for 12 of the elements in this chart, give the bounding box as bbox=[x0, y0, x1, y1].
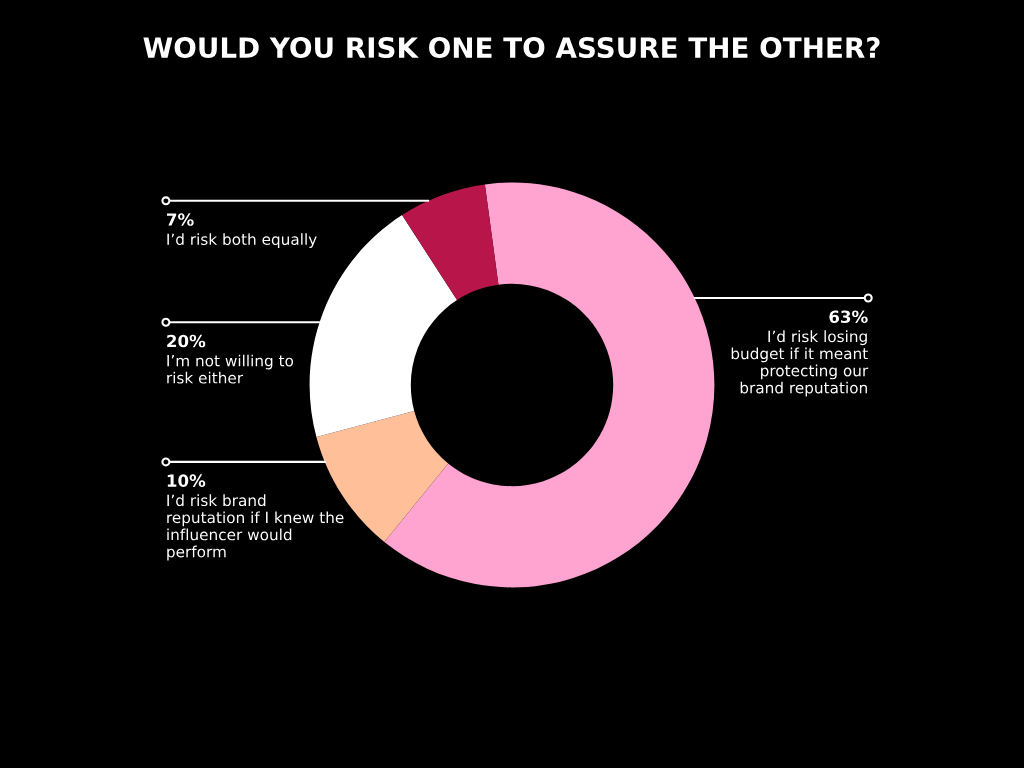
chart-title: WOULD YOU RISK ONE TO ASSURE THE OTHER? bbox=[143, 37, 880, 59]
slice-label: I’d risk losing budget if it meant protecting our brand reputation bbox=[731, 330, 869, 397]
data-label: 63% bbox=[829, 310, 868, 324]
slice-label: I’d risk both equally bbox=[167, 233, 317, 248]
donut-slice bbox=[402, 184, 499, 301]
slice-label: I’m not willing to risk either bbox=[167, 354, 294, 384]
data-label: 7% bbox=[167, 213, 194, 226]
donut-slice bbox=[316, 411, 449, 543]
data-label: 20% bbox=[167, 334, 206, 348]
slice-label: I’d risk brand reputation if I knew the influencer would perform bbox=[167, 494, 344, 561]
data-label: 10% bbox=[167, 474, 206, 487]
donut-slice bbox=[384, 182, 715, 588]
